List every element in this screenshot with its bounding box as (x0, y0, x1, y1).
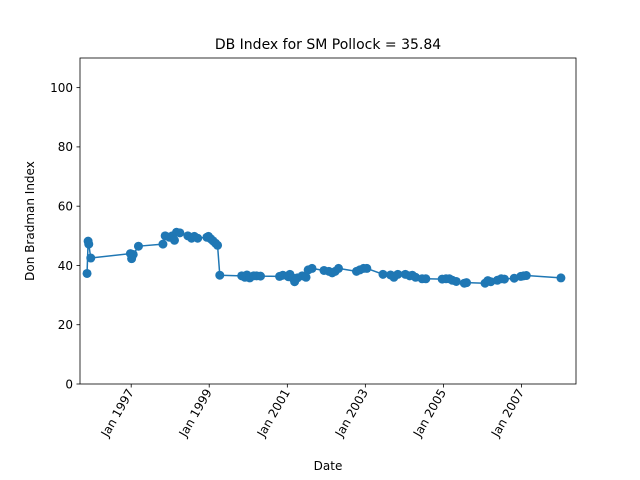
chart-title: DB Index for SM Pollock = 35.84 (215, 37, 441, 53)
plot-frame (79, 57, 577, 385)
data-point (128, 249, 138, 259)
data-point (421, 274, 431, 284)
data-point (301, 272, 311, 282)
x-tick-label: Jan 2007 (488, 387, 527, 441)
series-line (86, 231, 561, 284)
x-tick-label: Jan 2001 (254, 387, 293, 441)
data-point (213, 240, 223, 250)
x-axis: Jan 1997 Jan 1999 Jan 2001 Jan 2003 Jan 2005… (98, 384, 527, 440)
data-point (451, 276, 461, 286)
x-axis-title: Date (314, 459, 343, 473)
y-tick-label: 60 (58, 199, 73, 213)
data-point (307, 263, 317, 273)
data-point (462, 278, 472, 288)
data-point (133, 241, 143, 251)
y-axis-title: Don Bradman Index (23, 161, 37, 281)
plot-area (82, 227, 566, 288)
y-tick-label: 80 (58, 140, 73, 154)
data-point (362, 263, 372, 273)
x-tick-label: Jan 2003 (332, 387, 371, 441)
data-point (378, 269, 388, 279)
data-point (82, 268, 92, 278)
data-point (215, 270, 225, 280)
data-point (84, 239, 94, 249)
y-tick-label: 20 (58, 318, 73, 332)
y-tick-label: 0 (65, 377, 73, 391)
x-tick-label: Jan 1997 (98, 387, 137, 441)
data-point (169, 235, 179, 245)
data-point (499, 274, 509, 284)
data-point (175, 228, 185, 238)
data-point (158, 239, 168, 249)
y-tick-label: 40 (58, 259, 73, 273)
data-point (556, 273, 566, 283)
data-point (334, 263, 344, 273)
y-tick-label: 100 (50, 81, 73, 95)
x-tick-label: Jan 2005 (410, 387, 449, 441)
data-point (86, 253, 96, 263)
x-tick-label: Jan 1999 (176, 387, 215, 441)
y-axis: 0 20 40 60 80 100 (50, 81, 80, 391)
data-point (521, 271, 531, 281)
data-point (256, 271, 266, 281)
data-point (193, 233, 203, 243)
data-point (393, 269, 403, 279)
